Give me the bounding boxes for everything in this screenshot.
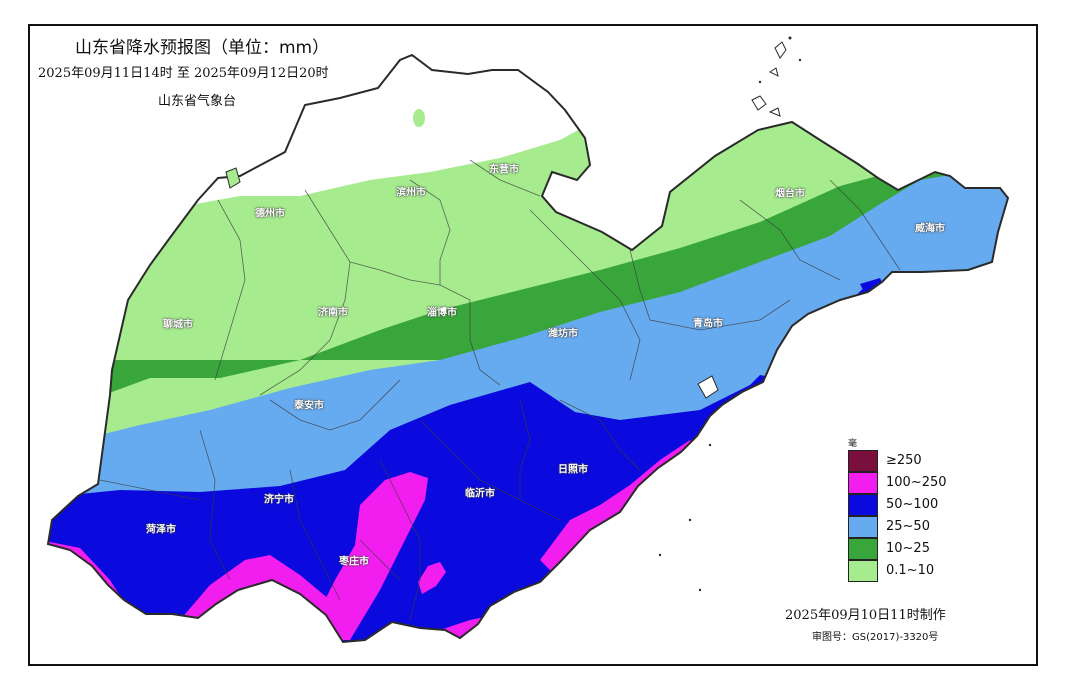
city-label-heze: 菏泽市	[146, 524, 176, 536]
legend-item: 100~250	[848, 472, 958, 495]
legend-item: 25~50	[848, 516, 958, 539]
legend-swatch	[848, 494, 878, 516]
city-label-linyi: 临沂市	[465, 488, 495, 500]
legend-swatch	[848, 450, 878, 472]
legend-item: ≥250	[848, 450, 958, 473]
city-label-zaozhuang: 枣庄市	[339, 556, 369, 568]
city-label-zibo: 淄博市	[427, 307, 457, 319]
city-label-rizhao: 日照市	[558, 464, 588, 476]
city-label-liaocheng: 聊城市	[163, 319, 193, 331]
legend-label: 0.1~10	[886, 563, 935, 578]
legend-label: 100~250	[886, 475, 947, 490]
city-label-weihai: 威海市	[915, 223, 945, 235]
city-label-dezhou: 德州市	[255, 208, 285, 220]
review-number: 审图号：GS(2017)-3320号	[812, 632, 939, 643]
legend-swatch	[848, 560, 878, 582]
legend-swatch	[848, 538, 878, 560]
issuer-name: 山东省气象台	[158, 94, 237, 109]
production-time: 2025年09月10日11时制作	[785, 608, 946, 623]
legend-item: 50~100	[848, 494, 958, 517]
legend-swatch	[848, 472, 878, 494]
city-label-taian: 泰安市	[294, 400, 324, 412]
forecast-period: 2025年09月11日14时 至 2025年09月12日20时	[38, 66, 329, 81]
city-label-yantai: 烟台市	[775, 188, 805, 200]
map-title: 山东省降水预报图（单位：mm）	[75, 38, 330, 58]
city-label-qingdao: 青岛市	[693, 318, 723, 330]
city-label-dongying: 东营市	[489, 164, 519, 176]
legend-item: 10~25	[848, 538, 958, 561]
city-label-weifang: 潍坊市	[548, 328, 578, 340]
legend-label: 25~50	[886, 519, 930, 534]
city-label-binzhou: 滨州市	[396, 187, 426, 199]
city-label-jining: 济宁市	[264, 494, 294, 506]
legend-label: 50~100	[886, 497, 939, 512]
legend-item: 0.1~10	[848, 560, 958, 583]
legend-swatch	[848, 516, 878, 538]
legend-label: 10~25	[886, 541, 930, 556]
legend-label: ≥250	[886, 453, 922, 468]
city-label-jinan: 济南市	[318, 307, 348, 319]
